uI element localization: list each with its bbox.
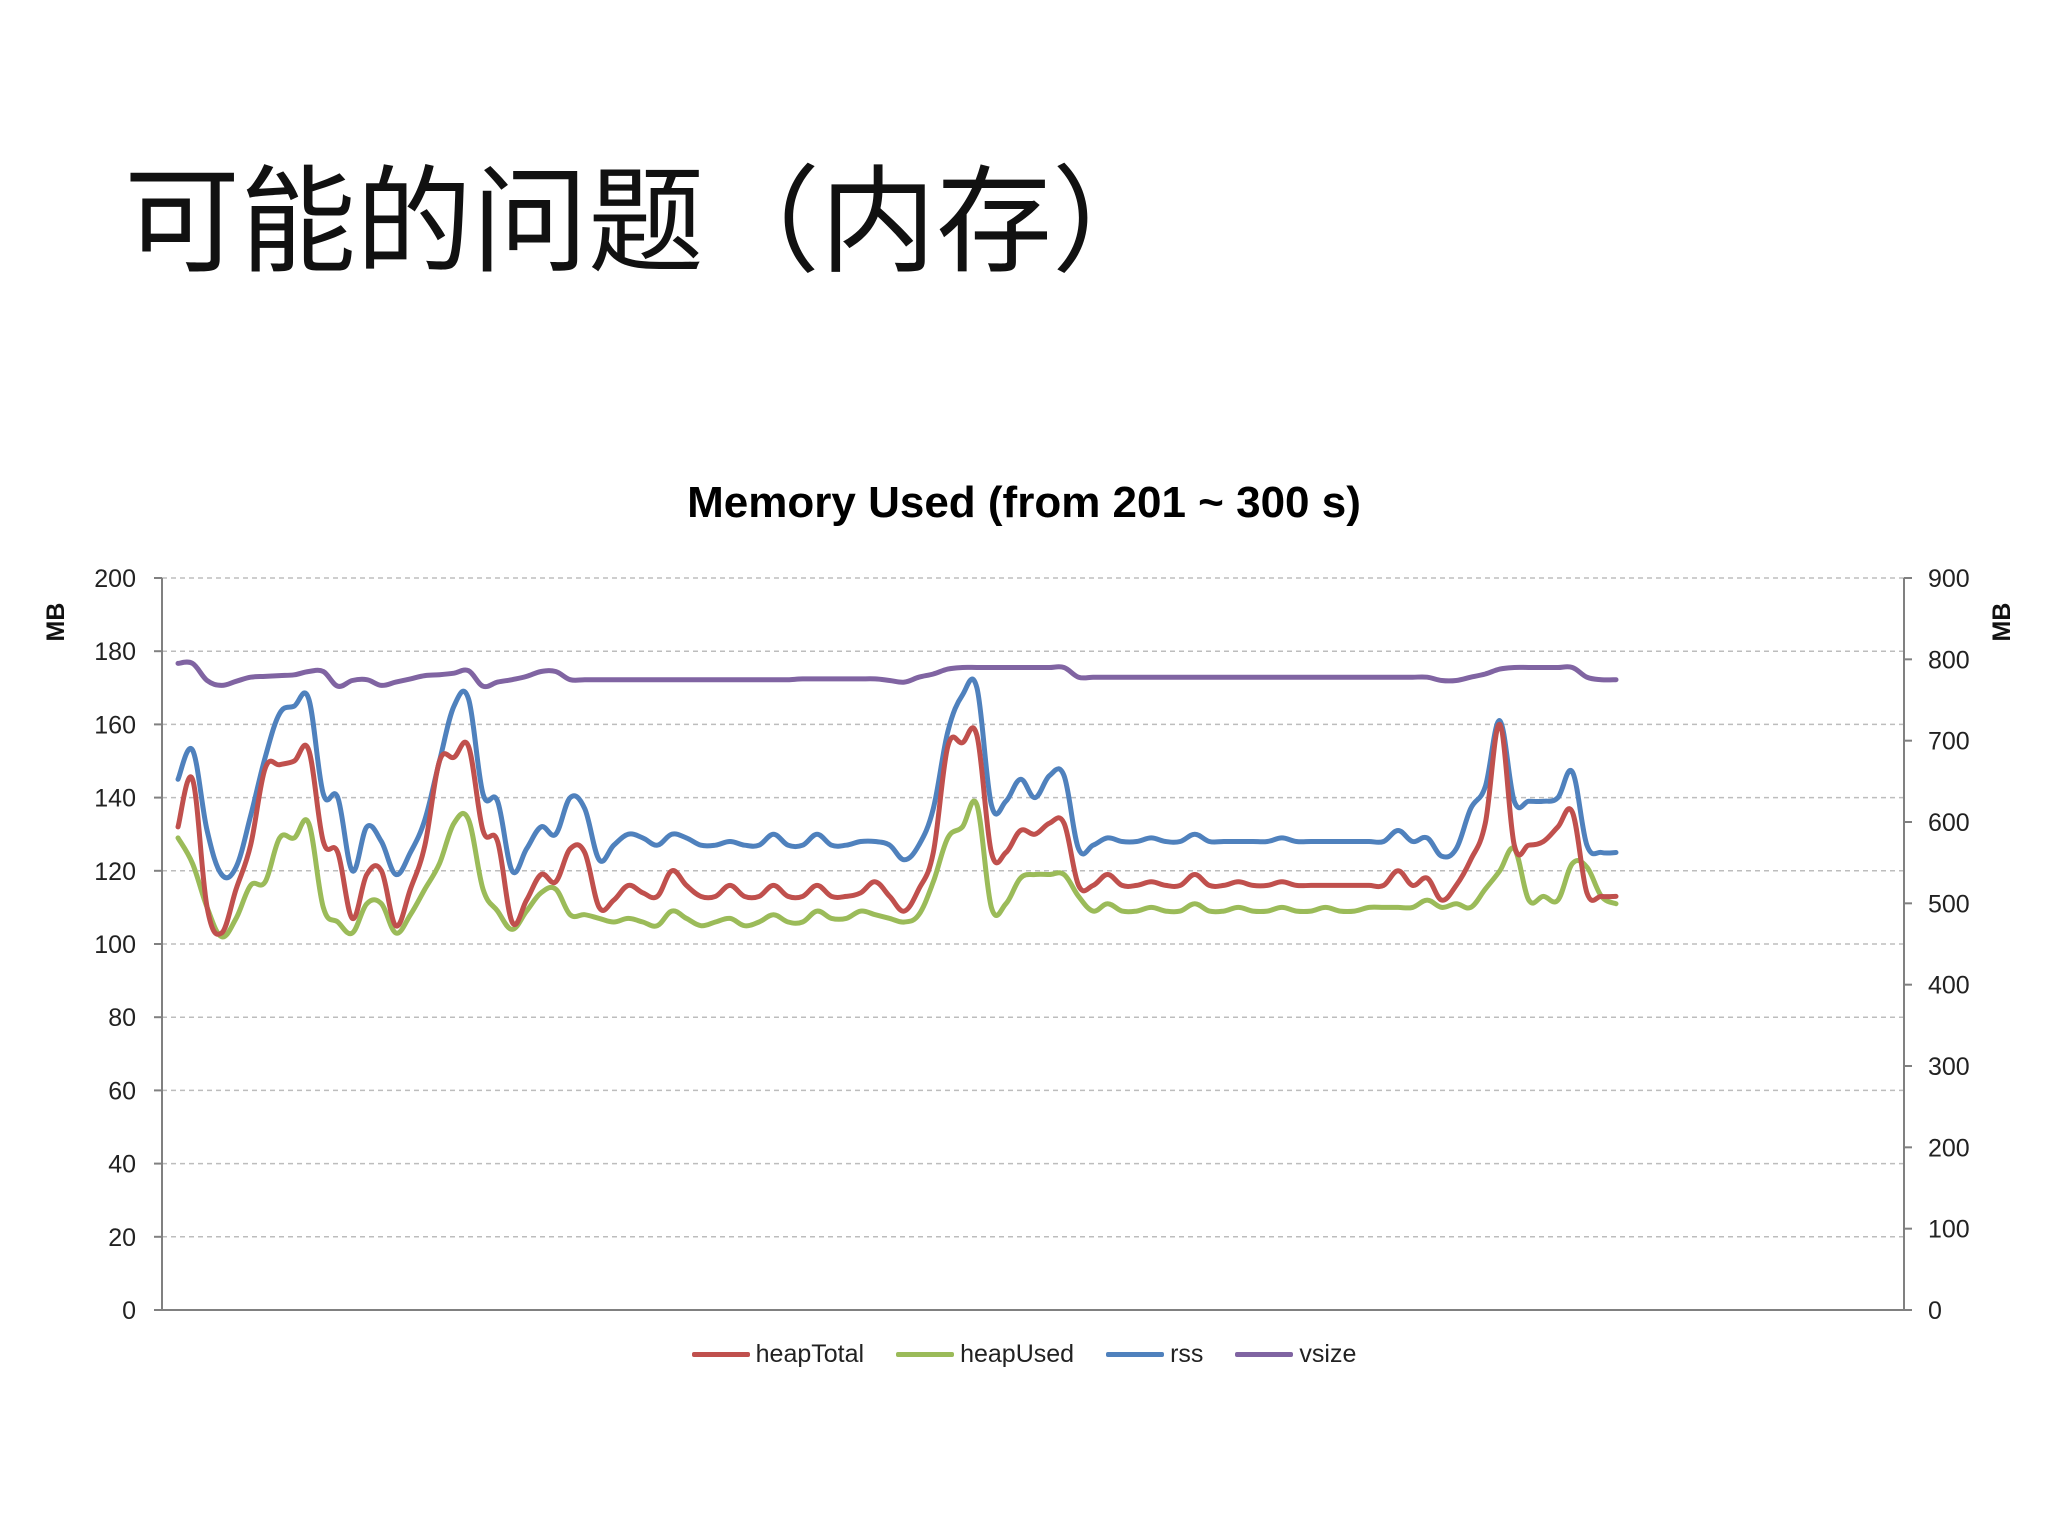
legend: heapTotal heapUsed rss vsize [0, 1340, 2048, 1369]
y-tick-label-left: 40 [108, 1151, 136, 1179]
y-tick-label-right: 700 [1928, 728, 1970, 756]
series-line-vsize [175, 659, 1619, 690]
y-tick-label-right: 200 [1928, 1134, 1970, 1162]
legend-item-heapTotal: heapTotal [691, 1340, 865, 1369]
series-line-heapUsed [175, 798, 1619, 940]
y-tick-label-right: 300 [1928, 1053, 1970, 1081]
y-tick-label-left: 80 [108, 1004, 136, 1032]
series-lines [175, 659, 1619, 940]
legend-swatch-rss [1106, 1352, 1165, 1357]
y-tick-label-right: 0 [1928, 1297, 1942, 1325]
grid-lines [162, 577, 1904, 1238]
y-tick-label-left: 140 [94, 785, 136, 813]
y-tick-label-left: 60 [108, 1077, 136, 1105]
y-tick-label-left: 120 [94, 858, 136, 886]
series-line-heapTotal [175, 721, 1619, 937]
y-tick-label-left: 200 [94, 565, 136, 593]
y-axis-label-right: MB [1988, 603, 2016, 642]
legend-label-heapTotal: heapTotal [755, 1340, 865, 1368]
y-tick-label-right: 600 [1928, 809, 1970, 837]
legend-label-rss: rss [1170, 1340, 1204, 1368]
legend-swatch-heapTotal [691, 1352, 750, 1357]
y-tick-label-left: 0 [122, 1297, 136, 1325]
y-tick-label-right: 400 [1928, 972, 1970, 1000]
series-line-rss [175, 676, 1619, 881]
chart-title: Memory Used (from 201 ~ 300 s) [687, 478, 1361, 527]
legend-item-rss: rss [1106, 1340, 1203, 1369]
y-axis-label-left: MB [42, 603, 70, 642]
y-tick-label-right: 100 [1928, 1216, 1970, 1244]
slide-title: 可能的问题（内存） [124, 155, 1168, 290]
y-tick-label-right: 800 [1928, 646, 1970, 674]
legend-item-vsize: vsize [1235, 1340, 1356, 1369]
axes [154, 577, 1912, 1311]
legend-item-heapUsed: heapUsed [896, 1340, 1074, 1369]
y-tick-label-left: 100 [94, 931, 136, 959]
legend-label-vsize: vsize [1299, 1340, 1357, 1368]
y-tick-label-right: 500 [1928, 890, 1970, 918]
tick-labels: 0 20 40 60 80 100 120 140 160 180 200 0 100 200 300 400… [94, 565, 1969, 1325]
legend-swatch-heapUsed [896, 1352, 955, 1357]
legend-label-heapUsed: heapUsed [960, 1340, 1075, 1368]
y-tick-label-left: 160 [94, 711, 136, 739]
y-tick-label-left: 20 [108, 1224, 136, 1252]
legend-swatch-vsize [1235, 1352, 1294, 1357]
y-tick-label-right: 900 [1928, 565, 1970, 593]
y-tick-label-left: 180 [94, 638, 136, 666]
